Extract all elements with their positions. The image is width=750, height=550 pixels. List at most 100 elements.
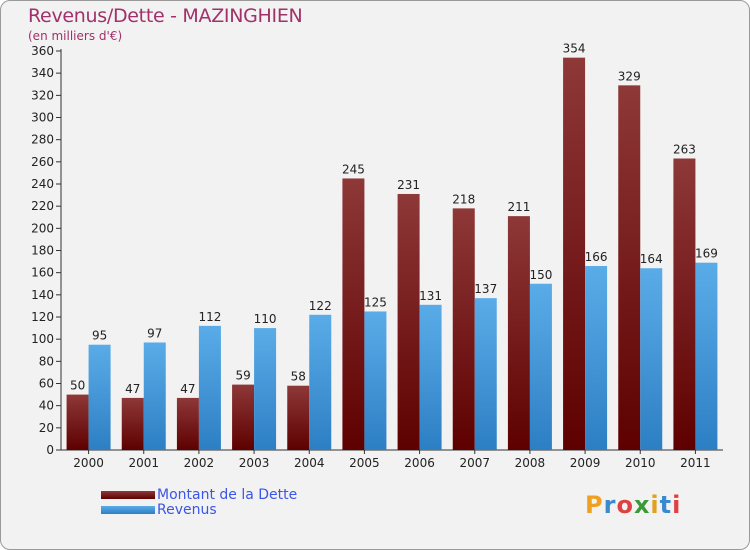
revenus-value-label: 137 [474,282,497,296]
revenus-bar [419,304,442,450]
y-tick-label: 340 [31,66,54,80]
legend-item-dette: Montant de la Dette [101,486,298,503]
revenus-value-label: 95 [92,329,107,343]
revenus-bar [640,268,663,450]
dette-value-label: 47 [125,382,140,396]
x-tick-label: 2004 [294,456,325,470]
y-tick-label: 80 [39,354,54,368]
y-tick-label: 300 [31,111,54,125]
bars: 50 95 47 97 47 112 59 110 58 122 245 125 231 131 218 13… [66,42,718,451]
dette-bar [397,193,420,450]
dette-value-label: 231 [397,178,420,192]
x-tick-label: 2010 [625,456,656,470]
revenus-value-label: 150 [529,268,552,282]
proxiti-logo: Proxiti [585,491,681,519]
revenus-bar [585,266,608,450]
revenus-bar [88,344,111,450]
x-tick-label: 2002 [184,456,215,470]
revenus-value-label: 97 [147,326,162,340]
legend-swatch-dette [101,490,155,499]
y-tick-label: 160 [31,266,54,280]
revenus-bar [474,298,497,450]
y-tick-label: 20 [39,421,54,435]
dette-bar [176,397,199,450]
revenus-value-label: 131 [419,289,442,303]
revenus-value-label: 122 [309,299,332,313]
legend-label-revenus: Revenus [157,501,217,518]
revenus-value-label: 169 [695,247,718,261]
x-tick-label: 2008 [515,456,546,470]
y-tick-label: 60 [39,377,54,391]
dette-bar [507,216,530,450]
dette-value-label: 329 [618,69,641,83]
revenus-value-label: 112 [198,310,221,324]
y-tick-label: 180 [31,244,54,258]
revenus-bar [364,311,387,450]
dette-bar [618,85,641,450]
revenus-bar [695,262,718,450]
y-tick-label: 320 [31,88,54,102]
dette-bar [563,57,586,451]
y-tick-label: 40 [39,399,54,413]
revenus-bar [529,283,552,450]
x-tick-label: 2006 [404,456,435,470]
dette-bar [287,385,310,450]
dette-value-label: 354 [563,42,586,56]
x-tick-label: 2007 [459,456,490,470]
logo-letter: i [672,491,682,519]
logo-letter: o [616,491,634,519]
dette-value-label: 245 [342,162,365,176]
dette-value-label: 211 [507,200,530,214]
dette-value-label: 59 [235,369,250,383]
legend-label-dette: Montant de la Dette [157,486,298,503]
x-tick-label: 2011 [680,456,711,470]
y-tick-label: 100 [31,332,54,346]
revenus-value-label: 125 [364,295,387,309]
x-tick-label: 2003 [239,456,270,470]
y-tick-label: 140 [31,288,54,302]
chart-subtitle: (en milliers d'€) [28,29,123,43]
dette-bar [342,178,365,451]
dette-value-label: 58 [291,370,306,384]
revenus-bar [198,325,221,450]
revenus-value-label: 166 [585,250,608,264]
revenus-bar [309,314,332,450]
dette-value-label: 263 [673,143,696,157]
dette-bar [66,394,89,450]
y-tick-label: 240 [31,177,54,191]
revenus-bar [254,328,277,450]
logo-letter: P [585,491,604,519]
axes: 0 20 40 60 80 100 120 140 160 180 200 220 240 260 280 3… [31,44,723,470]
revenus-value-label: 164 [640,252,663,266]
dette-bar [452,208,475,450]
revenus-bar [143,342,166,450]
chart-title: Revenus/Dette - MAZINGHIEN [28,5,303,27]
y-tick-label: 0 [46,443,54,457]
dette-bar [232,384,255,450]
dette-bar [673,158,696,450]
y-tick-label: 280 [31,133,54,147]
legend: Montant de la Dette Revenus [101,486,298,518]
logo-letter: t [659,491,673,519]
x-tick-label: 2001 [128,456,159,470]
y-tick-label: 200 [31,221,54,235]
logo-letter: x [633,491,651,519]
x-tick-label: 2009 [570,456,601,470]
logo-letter: r [603,491,617,519]
y-tick-label: 120 [31,310,54,324]
y-tick-label: 260 [31,155,54,169]
dette-value-label: 218 [452,192,475,206]
y-tick-label: 220 [31,199,54,213]
dette-value-label: 50 [70,379,85,393]
x-tick-label: 2000 [73,456,104,470]
legend-swatch-revenus [101,505,155,514]
dette-bar [121,397,144,450]
logo-letter: i [650,491,660,519]
x-tick-label: 2005 [349,456,380,470]
y-tick-label: 360 [31,44,54,58]
revenus-value-label: 110 [254,312,277,326]
dette-value-label: 47 [180,382,195,396]
legend-item-revenus: Revenus [101,501,297,518]
